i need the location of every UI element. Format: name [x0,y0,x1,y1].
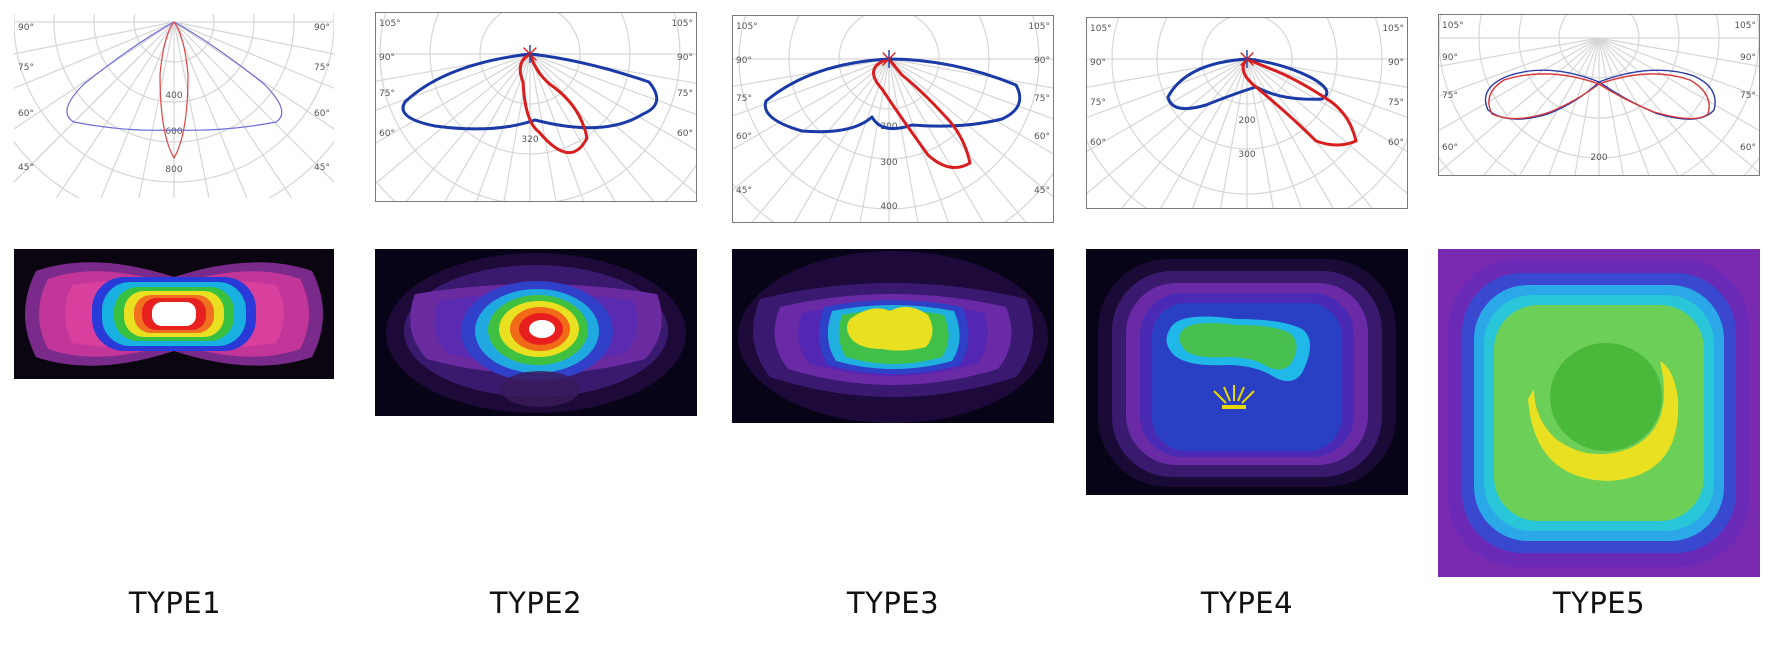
type2-label: TYPE2 [489,586,583,620]
angle-label: 75° [379,89,395,99]
type3-label: TYPE3 [846,586,940,620]
angle-label: 60° [1388,138,1404,148]
angle-label: 60° [314,109,330,119]
radial-label: 200 [1238,116,1255,126]
radial-label: 400 [880,202,897,212]
radial-label: 320 [521,135,538,145]
type4-column: 105° 105° 90° 90° 75° 75° 60° 60° 200 300 TYPE4 [1086,0,1408,657]
type4-polar-chart: 105° 105° 90° 90° 75° 75° 60° 60° 200 300 [1086,17,1408,209]
type4-isolux-map [1086,249,1408,495]
angle-label: 45° [314,163,330,173]
angle-label: 60° [736,132,752,142]
series-curve-2 [1488,73,1710,120]
angle-label: 90° [314,23,330,33]
angle-label: 75° [18,63,34,73]
type1-polar-chart: 90° 90° 75° 75° 60° 60° 45° 45° 400 600 800 [14,14,334,198]
type5-label: TYPE5 [1552,586,1646,620]
angle-label: 45° [18,163,34,173]
type1-label: TYPE1 [128,586,222,620]
angle-label: 75° [1090,98,1106,108]
polar-grid [14,14,334,198]
angle-label: 60° [379,129,395,139]
series-curve-2 [159,21,189,159]
radial-label: 600 [165,127,182,137]
angle-label: 105° [671,19,693,29]
angle-label: 75° [677,89,693,99]
angle-label: 75° [1740,91,1756,101]
series-curve-1 [66,21,283,131]
angle-label: 105° [1382,24,1404,34]
series-curve-1 [1484,69,1716,120]
type4-marker [1213,385,1255,409]
series-curve-1 [401,52,659,131]
angle-label: 90° [18,23,34,33]
type3-column: 105° 105° 90° 90° 75° 75° 60° 60° 45° 45° 200 300 40… [732,0,1054,657]
angle-label: 105° [1442,21,1464,31]
radial-label: 400 [165,91,182,101]
type1-column: 90° 90° 75° 75° 60° 60° 45° 45° 400 600 800 TYPE1 [14,0,336,657]
angle-label: 90° [677,53,693,63]
angle-label: 105° [1028,22,1050,32]
type5-column: 105° 105° 90° 90° 75° 75° 60° 60° 200 TYPE5 [1438,0,1760,657]
angle-label: 75° [1388,98,1404,108]
angle-label: 60° [18,109,34,119]
angle-label: 90° [736,56,752,66]
type2-polar-chart: 105° 105° 90° 90° 75° 75° 60° 60° 320 [375,12,697,202]
angle-label: 90° [1034,56,1050,66]
source-marker [521,45,539,63]
type4-label: TYPE4 [1200,586,1294,620]
angle-label: 90° [1090,58,1106,68]
angle-label: 60° [1740,143,1756,153]
angle-label: 105° [379,19,401,29]
angle-label: 75° [1442,91,1458,101]
angle-label: 45° [736,186,752,196]
angle-label: 60° [1442,143,1458,153]
angle-label: 105° [736,22,758,32]
series-curve-1 [763,57,1022,134]
type3-polar-chart: 105° 105° 90° 90° 75° 75° 60° 60° 45° 45° 200 300 40… [732,15,1054,223]
radial-label: 300 [880,158,897,168]
series-curve-2 [1241,57,1358,147]
type1-isolux-map [14,249,334,379]
angle-label: 60° [1034,132,1050,142]
type5-polar-chart: 105° 105° 90° 90° 75° 75° 60° 60° 200 [1438,14,1760,176]
source-marker [880,50,898,68]
type2-isolux-map [375,249,697,416]
angle-label: 90° [379,53,395,63]
angle-label: 45° [1034,186,1050,196]
type3-isolux-map [732,249,1054,423]
polar-grid [1086,17,1408,209]
series-curve-2 [872,57,972,169]
angle-label: 90° [1442,53,1458,63]
angle-label: 90° [1740,53,1756,63]
angle-label: 75° [314,63,330,73]
source-marker [1238,50,1256,68]
angle-label: 60° [677,129,693,139]
angle-label: 105° [1734,21,1756,31]
type2-column: 105° 105° 90° 90° 75° 75° 60° 60° 320 TYPE2 [375,0,697,657]
radial-label: 300 [1238,150,1255,160]
angle-label: 75° [1034,94,1050,104]
angle-label: 60° [1090,138,1106,148]
angle-label: 75° [736,94,752,104]
type5-isolux-map [1438,249,1760,577]
polar-grid [732,15,1054,223]
polar-grid [375,12,697,202]
radial-label: 800 [165,165,182,175]
angle-label: 105° [1090,24,1112,34]
angle-label: 90° [1388,58,1404,68]
series-curve-2 [518,52,589,155]
radial-label: 200 [1590,153,1607,163]
